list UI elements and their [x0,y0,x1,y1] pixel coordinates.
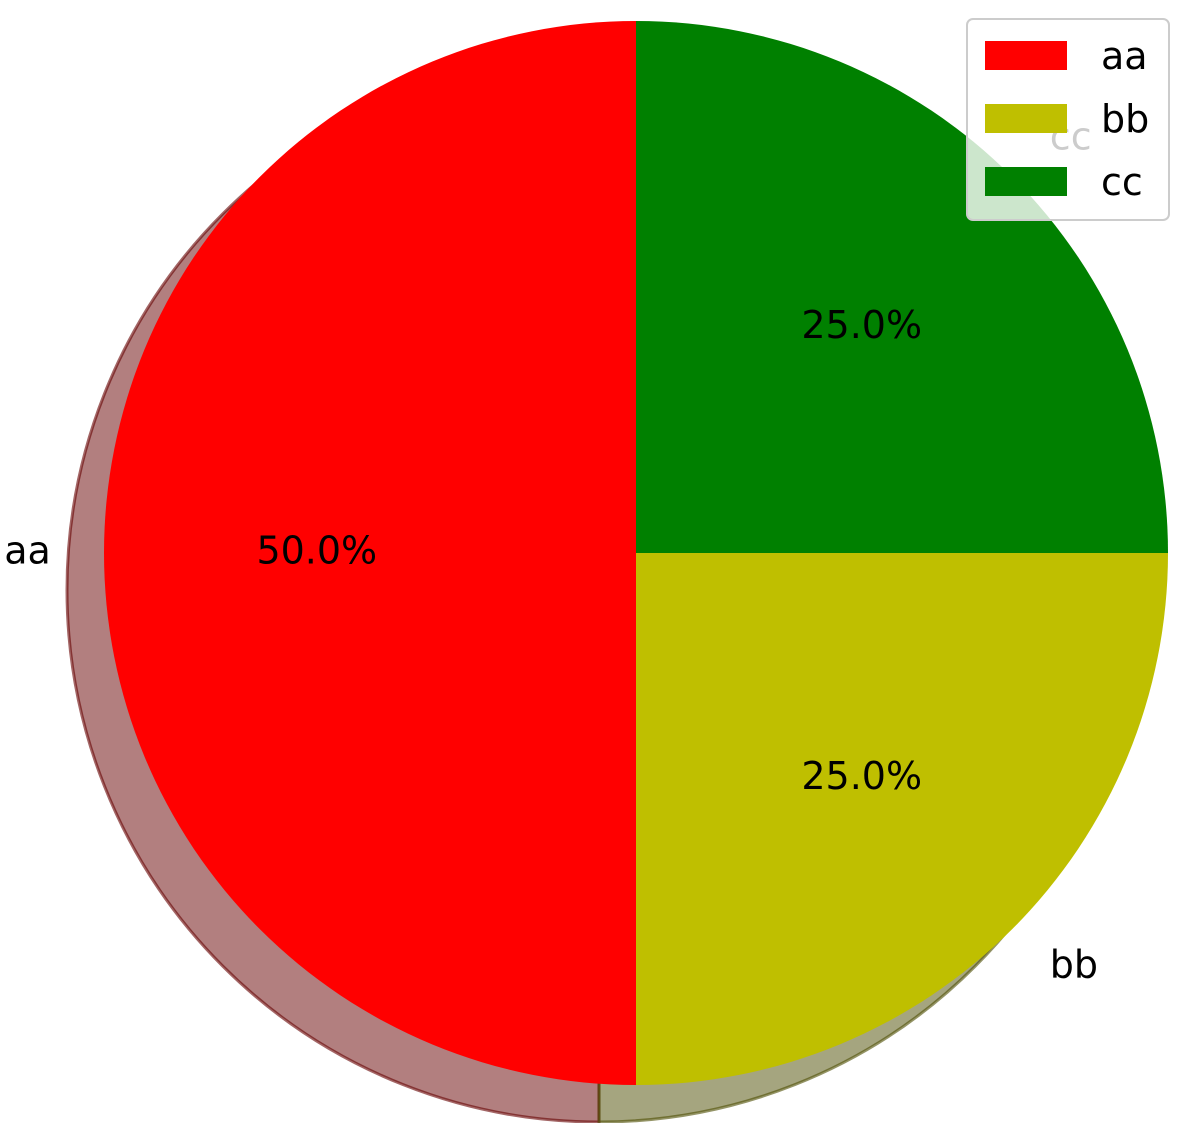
slice-label-bb: bb [1050,942,1098,986]
legend: aa bb cc [966,18,1170,221]
pie-slice-aa [104,21,636,1085]
legend-label-cc: cc [1101,160,1143,204]
legend-label-aa: aa [1101,34,1148,78]
slice-percent-aa: 50.0% [256,529,377,573]
slice-percent-cc: 25.0% [801,303,922,347]
slice-percent-bb: 25.0% [801,754,922,798]
pie-slice-cc [636,21,1168,553]
legend-swatch-cc [985,167,1067,196]
slice-label-aa: aa [4,529,51,573]
legend-label-bb: bb [1101,97,1149,141]
pie-slice-layer [104,21,1168,1085]
pie-slice-bb [636,553,1168,1085]
legend-swatch-aa [985,41,1067,70]
legend-swatch-bb [985,104,1067,133]
